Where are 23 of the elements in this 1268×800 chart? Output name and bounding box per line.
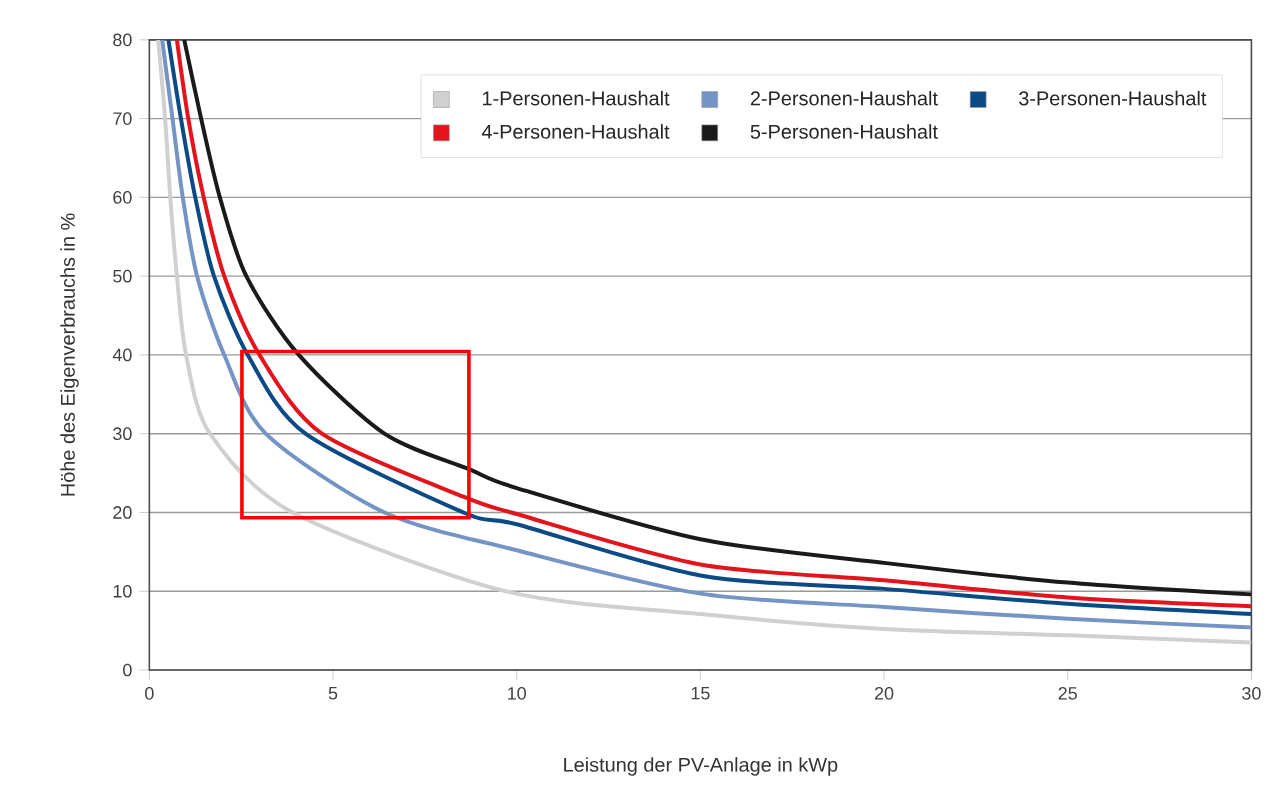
x-tick-label: 30 xyxy=(1242,686,1261,700)
y-tick-label: 10 xyxy=(113,584,132,598)
y-tick-label: 20 xyxy=(113,505,132,519)
y-tick-label: 40 xyxy=(112,348,132,362)
legend-label: 2-Personen-Haushalt xyxy=(750,90,938,106)
legend-label: 4-Personen-Haushalt xyxy=(481,123,670,139)
x-tick-label: 15 xyxy=(691,686,710,700)
x-tick-label: 20 xyxy=(874,686,894,700)
y-tick-label: 0 xyxy=(123,663,132,677)
x-tick-label: 25 xyxy=(1058,686,1077,700)
y-tick-label: 80 xyxy=(113,33,132,46)
y-axis-title: Höhe des Eigenverbrauchs in % xyxy=(60,213,79,496)
legend-label: 3-Personen-Haushalt xyxy=(1019,90,1207,106)
x-axis-title: Leistung der PV-Anlage in kWp xyxy=(564,756,838,776)
y-tick-label: 50 xyxy=(113,269,132,283)
legend-label: 1-Personen-Haushalt xyxy=(483,90,670,106)
x-tick-label: 5 xyxy=(328,686,338,700)
x-tick-label: 0 xyxy=(145,686,154,700)
y-tick-label: 30 xyxy=(113,427,132,440)
y-tick-label: 70 xyxy=(113,112,132,125)
legend-label: 5-Personen-Haushalt xyxy=(750,123,938,139)
y-tick-label: 60 xyxy=(113,190,132,204)
x-tick-label: 10 xyxy=(508,686,526,700)
